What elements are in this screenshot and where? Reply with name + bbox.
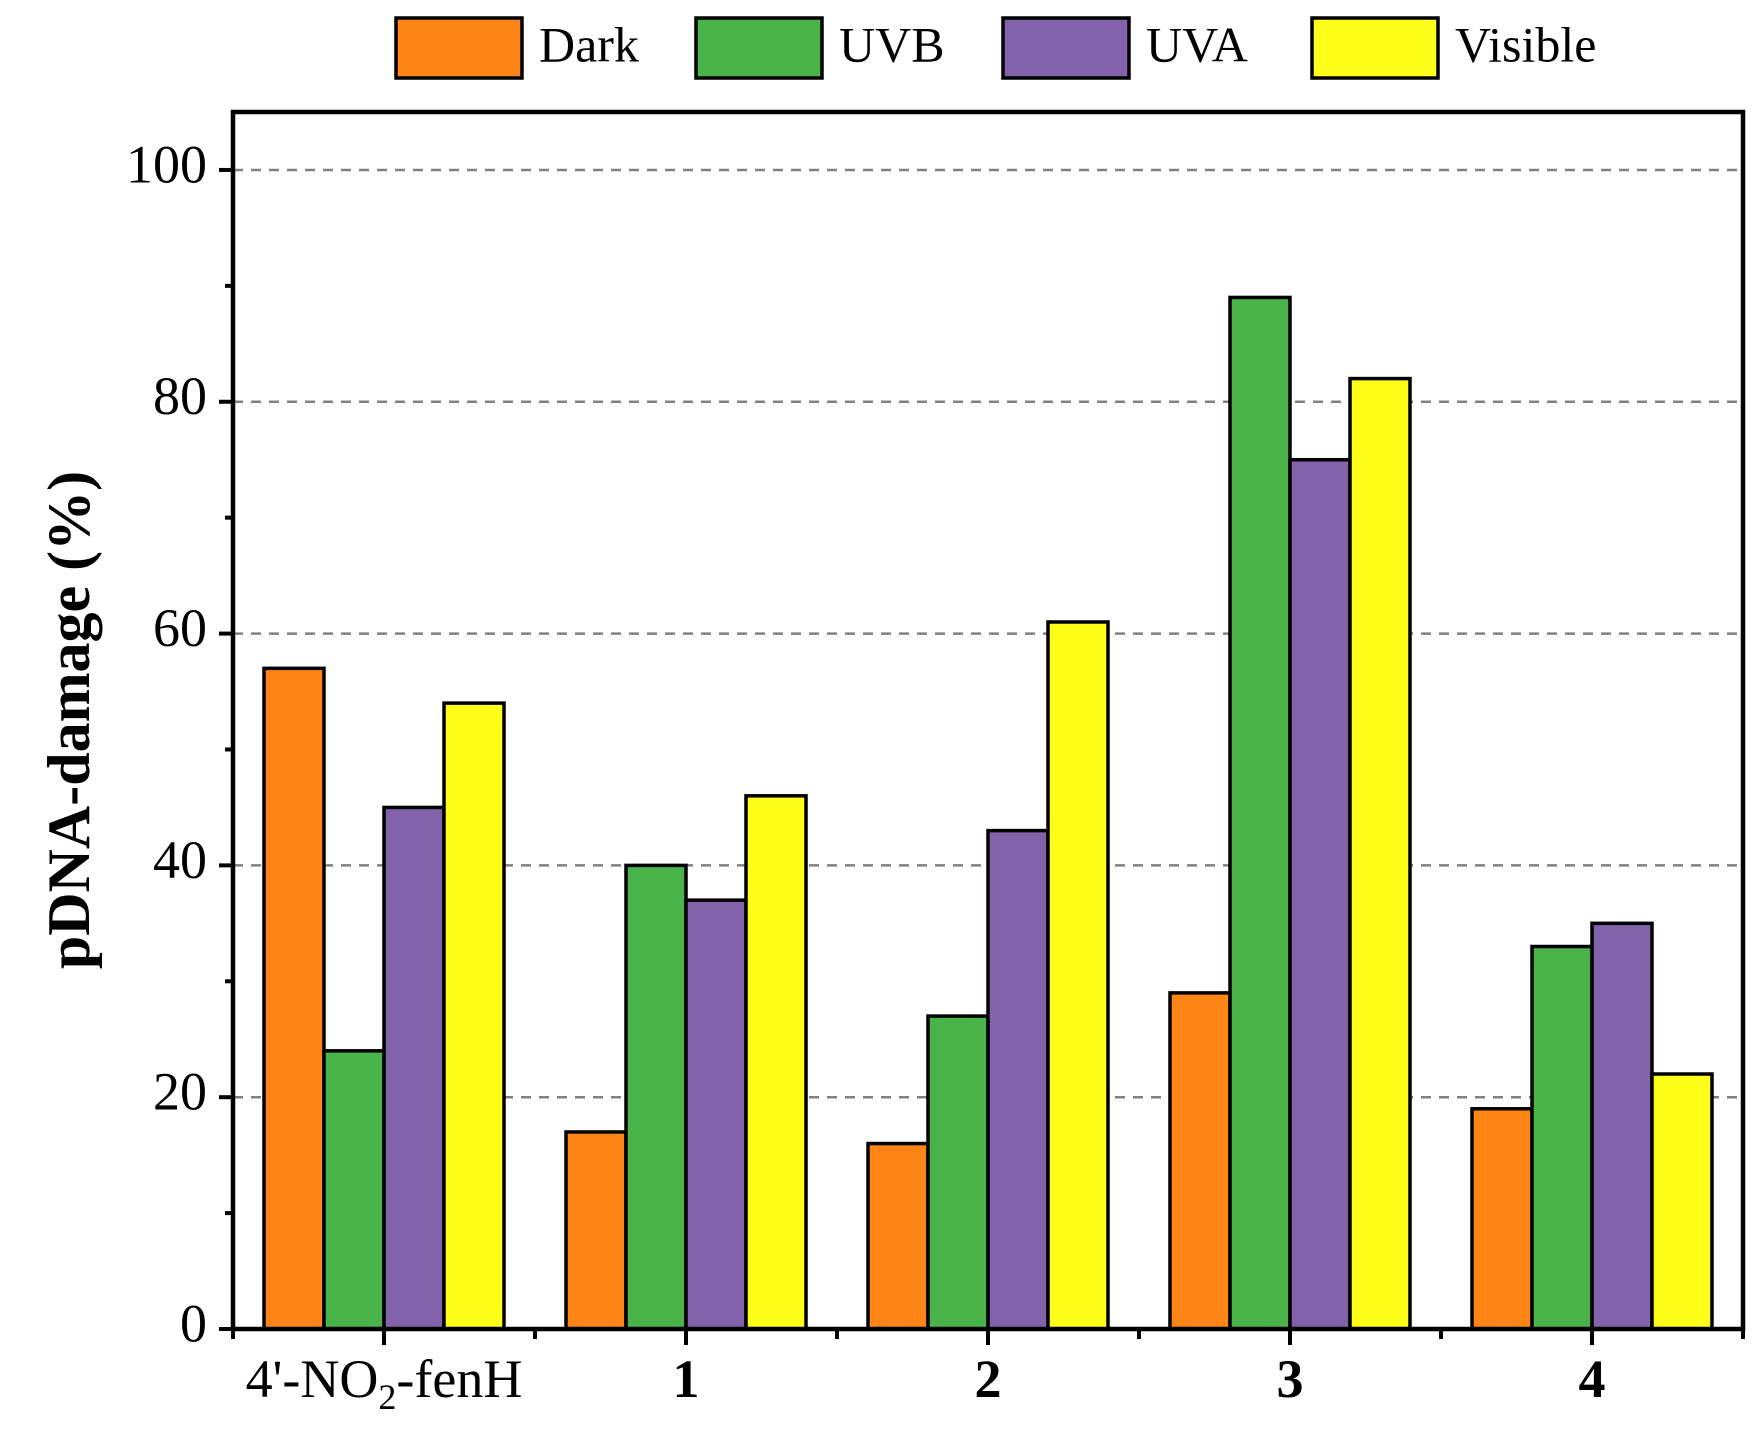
legend-label-uva: UVA <box>1146 16 1248 72</box>
bar-visible-2 <box>744 794 808 1331</box>
bar-uva-2 <box>684 898 748 1331</box>
legend-label-dark: Dark <box>539 16 639 72</box>
x-category-label: 1 <box>673 1349 700 1409</box>
bar-dark-2 <box>564 1130 628 1331</box>
bar-uvb-1 <box>322 1049 386 1331</box>
bar-dark-5 <box>1470 1107 1534 1331</box>
bar-uva-4 <box>1288 457 1352 1331</box>
axis-labels: 0 20 40 60 80 100 4'-NO2-fenH 1 2 3 4 <box>126 134 1606 1417</box>
bar-visible-4 <box>1348 376 1412 1331</box>
x-category-label: 2 <box>975 1349 1002 1409</box>
bar-dark-3 <box>866 1141 930 1331</box>
bar-visible-5 <box>1650 1072 1714 1331</box>
legend-swatch-uva <box>1001 16 1131 80</box>
bar-dark-4 <box>1168 991 1232 1331</box>
y-tick-label: 80 <box>153 366 207 426</box>
legend-label-visible: Visible <box>1455 16 1596 72</box>
legend-label-uvb: UVB <box>839 16 945 72</box>
bar-uva-1 <box>382 805 446 1331</box>
axis-ticks <box>219 167 1745 1345</box>
bar-uva-5 <box>1590 921 1654 1331</box>
x-category-label: 4 <box>1579 1349 1606 1409</box>
legend-swatch-visible <box>1310 16 1440 80</box>
bar-visible-1 <box>442 701 506 1331</box>
bar-uvb-5 <box>1530 944 1594 1331</box>
bar-uvb-2 <box>624 863 688 1331</box>
bar-dark-1 <box>262 666 326 1331</box>
legend-swatch-uvb <box>694 16 824 80</box>
x-category-label: 3 <box>1277 1349 1304 1409</box>
x-category-label: 4'-NO2-fenH <box>246 1349 523 1417</box>
y-tick-label: 40 <box>153 830 207 890</box>
y-axis-title: pDNA-damage (%) <box>36 471 102 969</box>
bar-uvb-4 <box>1228 295 1292 1331</box>
bars <box>262 295 1714 1331</box>
legend-swatch-dark <box>394 16 524 80</box>
legend: Dark UVB UVA Visible <box>394 16 1596 80</box>
bar-uva-3 <box>986 828 1050 1331</box>
bar-uvb-3 <box>926 1014 990 1331</box>
bar-visible-3 <box>1046 620 1110 1331</box>
y-tick-label: 100 <box>126 134 207 194</box>
y-tick-label: 0 <box>180 1293 207 1353</box>
y-tick-label: 20 <box>153 1062 207 1122</box>
y-tick-label: 60 <box>153 598 207 658</box>
